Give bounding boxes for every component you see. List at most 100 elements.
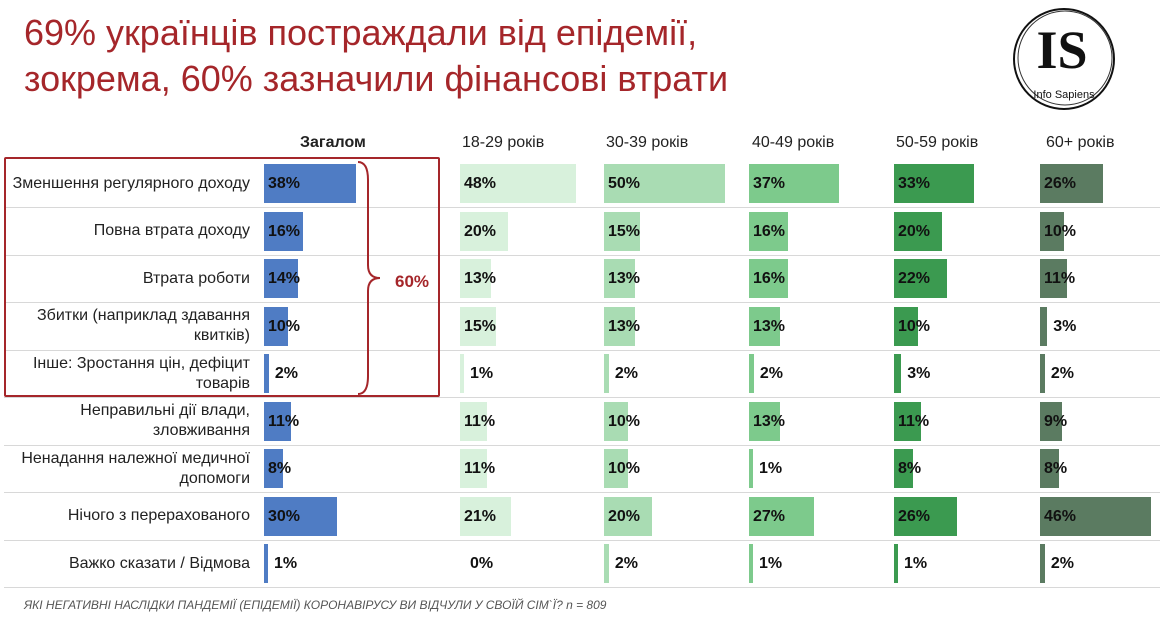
- bar: [264, 354, 269, 393]
- bar: [460, 354, 464, 393]
- bar: [894, 211, 943, 251]
- bar: [264, 211, 303, 251]
- bar: [894, 449, 914, 488]
- bar: [894, 354, 902, 393]
- data-label: 10%: [1044, 222, 1077, 240]
- category-label: Неправильні дії влади, зловживання: [80, 402, 250, 439]
- bar: [749, 449, 753, 488]
- data-label: 13%: [608, 317, 641, 335]
- data-label: 1%: [904, 555, 928, 572]
- data-label: 11%: [1044, 270, 1076, 287]
- page-title: 69% українців постраждали від епідемії, …: [24, 12, 729, 99]
- data-label: 26%: [898, 507, 931, 525]
- data-label: 0%: [470, 555, 494, 572]
- column-header: 60+ років: [1046, 134, 1115, 151]
- bar: [749, 259, 788, 298]
- data-label: 3%: [907, 365, 931, 382]
- data-label: 16%: [753, 222, 786, 240]
- data-label: 22%: [898, 270, 931, 287]
- data-label: 15%: [608, 222, 641, 240]
- data-label: 37%: [753, 175, 786, 192]
- bar: [1040, 496, 1152, 536]
- category-label: Нічого з перерахованого: [67, 507, 250, 524]
- bar: [749, 164, 839, 203]
- bar: [894, 306, 919, 346]
- data-label: 10%: [898, 317, 931, 335]
- data-label: 30%: [268, 507, 301, 525]
- bar: [894, 544, 898, 583]
- data-label: 13%: [608, 270, 641, 287]
- bar: [264, 449, 284, 488]
- bar: [1040, 259, 1067, 298]
- data-label: 16%: [753, 270, 786, 287]
- data-label: 33%: [898, 175, 931, 192]
- data-label: 2%: [1050, 365, 1074, 382]
- column-header: Загалом: [300, 134, 366, 151]
- bar: [749, 211, 788, 251]
- bar: [604, 401, 629, 441]
- data-label: 13%: [753, 317, 786, 335]
- bar: [1040, 544, 1045, 583]
- data-label: 3%: [1053, 317, 1077, 335]
- data-label: 15%: [464, 317, 497, 335]
- data-label: 11%: [898, 412, 930, 430]
- bar: [264, 496, 337, 536]
- bar: [604, 544, 609, 583]
- svg-text:IS: IS: [1036, 20, 1087, 80]
- bar: [749, 354, 754, 393]
- data-label: 16%: [268, 222, 301, 240]
- bar: [460, 401, 487, 441]
- question-footnote: ЯКІ НЕГАТИВНІ НАСЛІДКИ ПАНДЕМІЇ (ЕПІДЕМІ…: [24, 598, 607, 612]
- bar: [894, 164, 974, 203]
- bar: [460, 211, 509, 251]
- data-label: 8%: [268, 460, 292, 477]
- column-header: 50-59 років: [896, 134, 979, 151]
- bar: [264, 306, 289, 346]
- brace-icon: [357, 161, 381, 395]
- bar: [604, 496, 653, 536]
- data-label: 11%: [464, 460, 496, 477]
- bar: [1040, 401, 1062, 441]
- bar: [264, 401, 291, 441]
- bar: [460, 306, 497, 346]
- bar: [1040, 306, 1048, 346]
- data-label: 1%: [759, 460, 783, 477]
- category-label: Збитки (наприклад здавання квитків): [36, 307, 250, 344]
- category-label: Ненадання належної медичної допомоги: [21, 449, 250, 487]
- financial-losses-total: 60%: [395, 272, 430, 291]
- bar: [264, 164, 356, 203]
- bar: [460, 164, 577, 203]
- table-row: Неправильні дії влади, зловживання 11% 11%…: [4, 398, 1160, 446]
- category-label: Повна втрата доходу: [93, 222, 250, 239]
- bar: [460, 259, 492, 298]
- data-label: 48%: [464, 175, 497, 192]
- data-label: 2%: [759, 365, 783, 382]
- table-row: Важко сказати / Відмова 1% 0% 2% 1% 1% 2%: [4, 540, 1160, 588]
- bar: [460, 496, 511, 536]
- bar: [604, 259, 636, 298]
- bar: [604, 164, 725, 203]
- data-label: 21%: [464, 507, 497, 525]
- bar: [1040, 449, 1060, 488]
- data-label: 1%: [759, 555, 783, 572]
- data-label: 10%: [268, 317, 301, 335]
- svg-text:Info Sapiens: Info Sapiens: [1033, 89, 1095, 101]
- data-label: 20%: [898, 222, 931, 240]
- bar: [604, 449, 629, 488]
- data-label: 11%: [268, 412, 300, 430]
- table-row: Повна втрата доходу 16% 20% 15% 16% 20% 10%: [4, 208, 1160, 256]
- data-label: 9%: [1044, 412, 1068, 430]
- data-label: 2%: [614, 555, 638, 572]
- bar: [460, 449, 487, 488]
- bar: [894, 259, 948, 298]
- data-label: 2%: [274, 365, 298, 382]
- data-label: 38%: [268, 175, 301, 192]
- bar: [604, 306, 636, 346]
- data-label: 13%: [464, 270, 497, 287]
- data-label: 8%: [898, 460, 922, 477]
- bar: [604, 211, 641, 251]
- bar: [1040, 211, 1065, 251]
- data-label: 1%: [470, 365, 494, 382]
- bar: [1040, 164, 1103, 203]
- info-sapiens-logo: IS Info Sapiens: [1013, 8, 1115, 110]
